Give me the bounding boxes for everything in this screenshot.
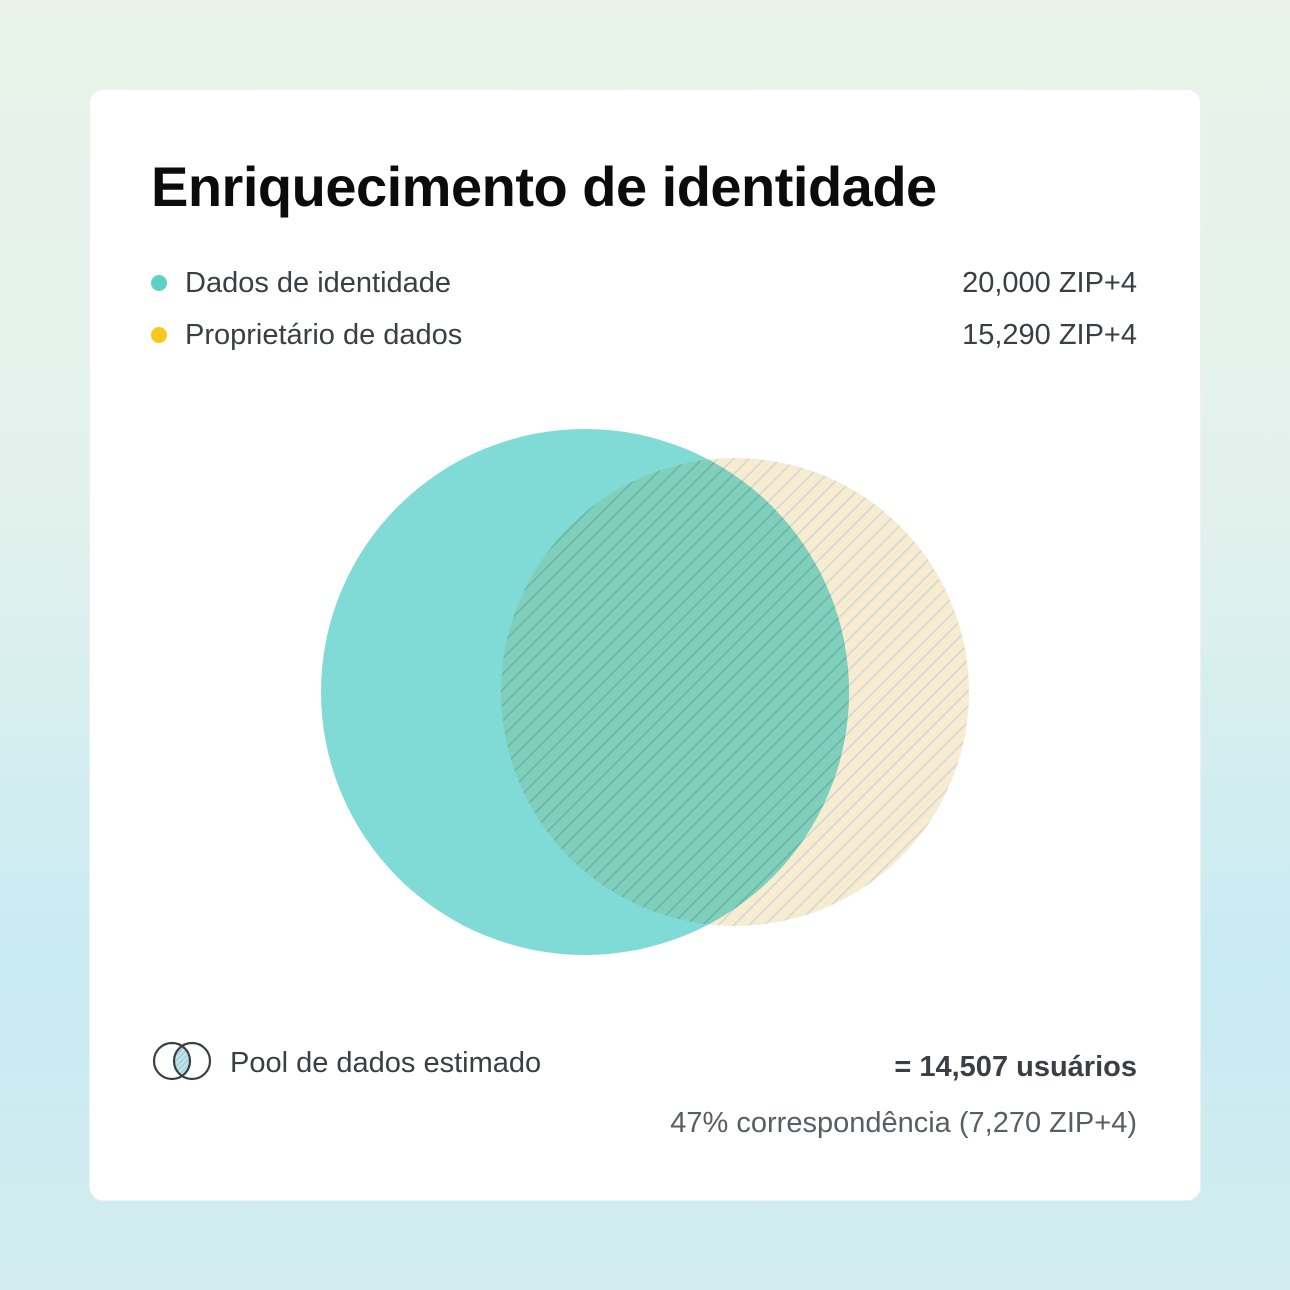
venn-overlap-icon [152,1041,212,1081]
overlap-region [501,458,849,926]
legend-label: Proprietário de dados [185,319,463,351]
legend-value: 15,290 ZIP+4 [962,319,1137,351]
match-rate: 47% correspondência (7,270 ZIP+4) [670,1107,1137,1139]
legend-dot-yellow [151,327,167,343]
pool-label: Pool de dados estimado [230,1047,542,1079]
identity-enrichment-card: Enriquecimento de identidade Dados de id… [89,89,1201,1201]
legend-item-data-owner: Proprietário de dados 15,290 ZIP+4 [151,318,1137,352]
page-title: Enriquecimento de identidade [151,155,937,218]
legend-dot-teal [151,275,167,291]
venn-diagram [321,429,969,955]
estimated-users: = 14,507 usuários [894,1051,1137,1083]
legend-item-identity-data: Dados de identidade 20,000 ZIP+4 [151,266,1137,300]
legend-label: Dados de identidade [185,267,452,299]
legend-value: 20,000 ZIP+4 [962,267,1137,299]
